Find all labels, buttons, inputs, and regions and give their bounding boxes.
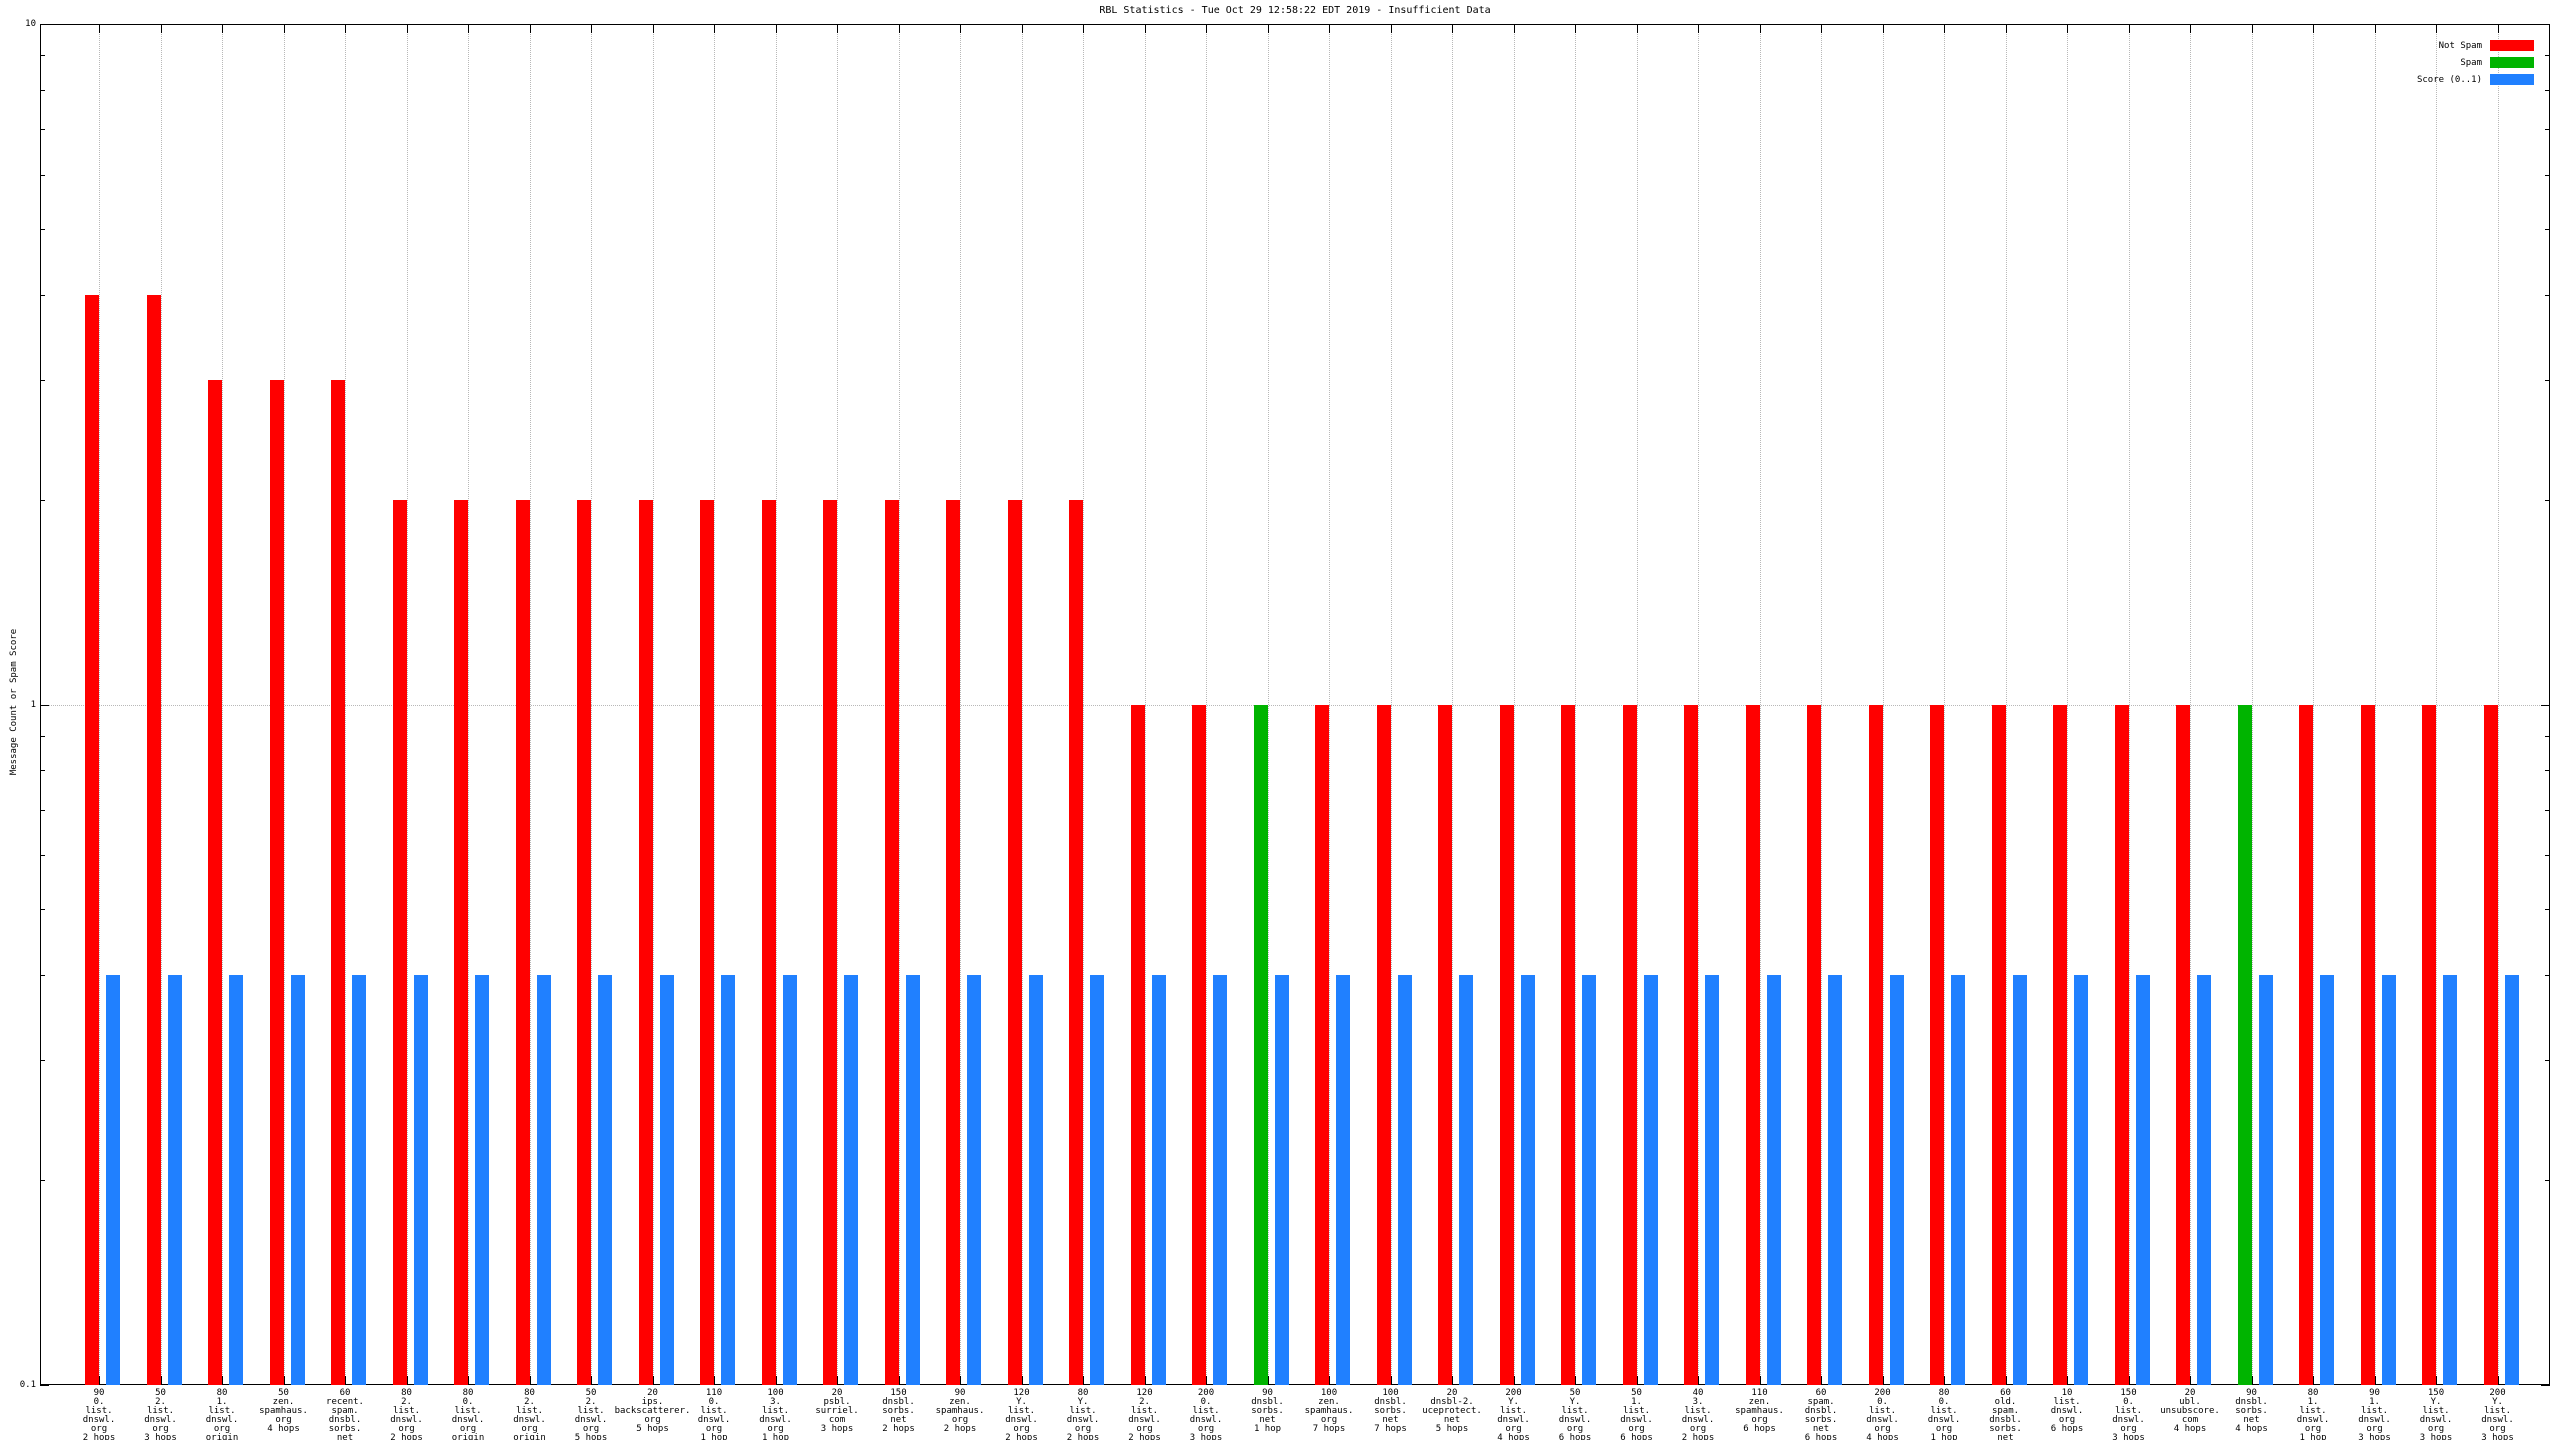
y-tick-label: 10 bbox=[25, 19, 36, 29]
x-tick-label: 200 Y. list. dnswl. org 3 hops bbox=[2481, 1388, 2514, 1440]
x-tick-label: 20 ips. backscatterer. org 5 hops bbox=[614, 1388, 691, 1434]
x-tick-label: 200 0. list. dnswl. org 3 hops bbox=[1189, 1388, 1223, 1440]
y-tick-label: 0.1 bbox=[19, 1380, 36, 1390]
x-tick-label: 80 2. list. dnswl. org 2 hops bbox=[390, 1388, 423, 1440]
x-tick-label: 90 dnsbl. sorbs. net 1 hop bbox=[1251, 1388, 1284, 1434]
x-tick-label: 80 1. list. dnswl. org 1 hop bbox=[2296, 1388, 2330, 1440]
plot-area bbox=[40, 24, 2550, 1385]
x-tick-label: 150 Y. list. dnswl. org 3 hops bbox=[2419, 1388, 2453, 1440]
x-tick-label: 80 0. list. dnswl. org 1 hop bbox=[1927, 1388, 1961, 1440]
y-tick-right bbox=[2541, 1385, 2550, 1386]
x-tick-label: 110 zen. spamhaus. org 6 hops bbox=[1735, 1388, 1784, 1434]
x-tick-label: 120 Y. list. dnswl. org 2 hops bbox=[1005, 1388, 1038, 1440]
x-tick-label: 50 Y. list. dnswl. org 6 hops bbox=[1558, 1388, 1592, 1440]
x-tick-label: 80 0. list. dnswl. org origin bbox=[451, 1388, 485, 1440]
x-tick-label: 90 1. list. dnswl. org 3 hops bbox=[2358, 1388, 2391, 1440]
chart-title: RBL Statistics - Tue Oct 29 12:58:22 EDT… bbox=[1099, 5, 1491, 16]
x-tick-label: 200 Y. list. dnswl. org 4 hops bbox=[1497, 1388, 1530, 1440]
x-tick-label: 90 0. list. dnswl. org 2 hops bbox=[82, 1388, 116, 1440]
y-axis-title: Message Count or Spam Score bbox=[9, 628, 19, 776]
y-tick bbox=[40, 1385, 49, 1386]
x-tick-label: 60 recent. spam. dnsbl. sorbs. net 5 hop… bbox=[326, 1388, 364, 1440]
x-tick-label: 200 0. list. dnswl. org 4 hops bbox=[1866, 1388, 1899, 1440]
x-tick-label: 110 0. list. dnswl. org 1 hop bbox=[697, 1388, 731, 1440]
x-tick-label: 90 zen. spamhaus. org 2 hops bbox=[935, 1388, 985, 1434]
x-tick-label: 80 Y. list. dnswl. org 2 hops bbox=[1066, 1388, 1100, 1440]
x-tick-label: 100 zen. spamhaus. org 7 hops bbox=[1304, 1388, 1354, 1434]
x-tick-label: 50 2. list. dnswl. org 5 hops bbox=[574, 1388, 608, 1440]
x-tick-label: 50 2. list. dnswl. org 3 hops bbox=[144, 1388, 177, 1440]
x-tick-label: 10 list. dnswl. org 6 hops bbox=[2050, 1388, 2084, 1434]
x-tick-label: 100 dnsbl. sorbs. net 7 hops bbox=[1374, 1388, 1407, 1434]
x-tick-label: 80 2. list. dnswl. org origin bbox=[513, 1388, 546, 1440]
x-tick-label: 120 2. list. dnswl. org 2 hops bbox=[1128, 1388, 1161, 1440]
x-tick-label: 90 dnsbl. sorbs. net 4 hops bbox=[2235, 1388, 2268, 1434]
x-tick-label: 60 spam. dnsbl. sorbs. net 6 hops bbox=[1804, 1388, 1838, 1440]
x-tick-label: 50 zen. spamhaus. org 4 hops bbox=[259, 1388, 308, 1434]
x-tick-label: 100 3. list. dnswl. org 1 hop bbox=[759, 1388, 792, 1440]
x-tick-label: 150 0. list. dnswl. org 3 hops bbox=[2112, 1388, 2145, 1440]
x-tick-label: 60 old. spam. dnsbl. sorbs. net 6 hops bbox=[1989, 1388, 2022, 1440]
x-tick-label: 80 1. list. dnswl. org origin bbox=[205, 1388, 239, 1440]
x-tick-label: 20 ubl. unsubscore. com 4 hops bbox=[2160, 1388, 2220, 1434]
x-tick-label: 40 3. list. dnswl. org 2 hops bbox=[1681, 1388, 1715, 1440]
x-tick-label: 20 psbl. surriel. com 3 hops bbox=[815, 1388, 859, 1434]
x-tick-label: 20 dnsbl-2. uceprotect. net 5 hops bbox=[1422, 1388, 1482, 1434]
x-tick-label: 50 1. list. dnswl. org 6 hops bbox=[1620, 1388, 1653, 1440]
x-tick-label: 150 dnsbl. sorbs. net 2 hops bbox=[882, 1388, 915, 1434]
